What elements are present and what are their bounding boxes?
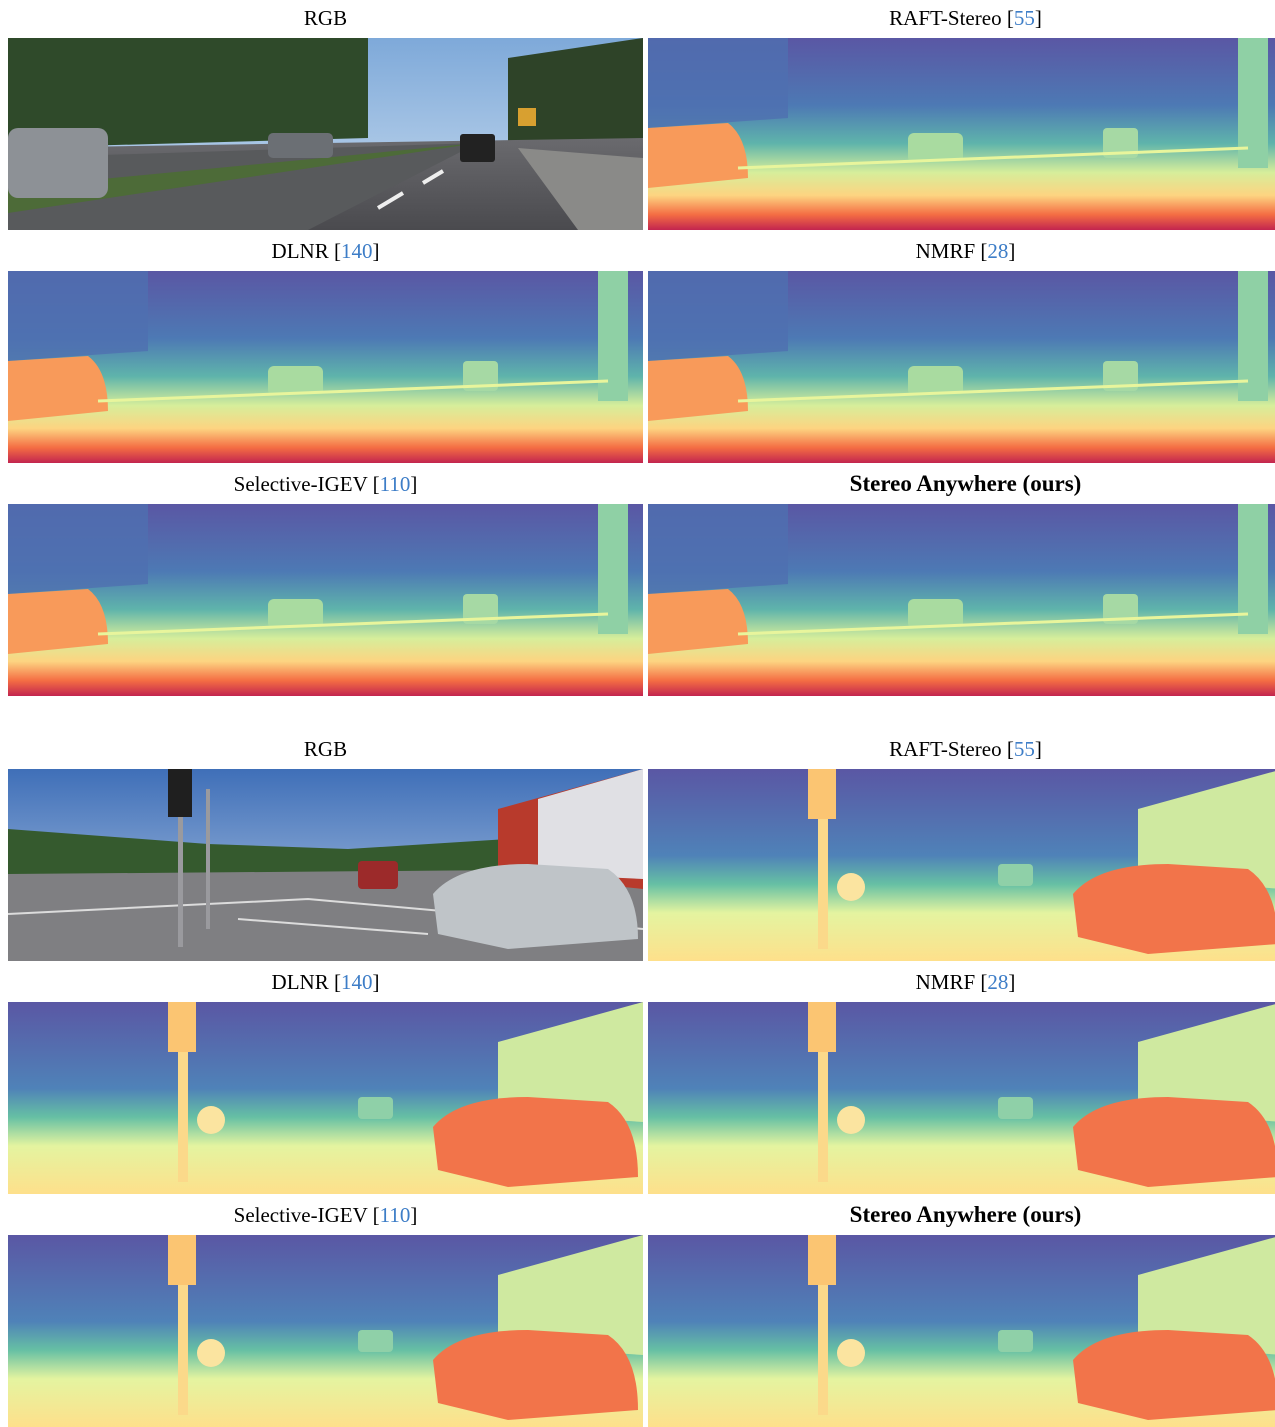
- disparity-map: [648, 1235, 1275, 1427]
- disparity-map: [648, 38, 1275, 230]
- panel-caption: RAFT-Stereo [55]: [889, 737, 1042, 761]
- disparity-map: [648, 271, 1275, 463]
- panel-caption: NMRF [28]: [915, 970, 1016, 994]
- panel-caption: RGB: [303, 737, 348, 761]
- panel-caption: RAFT-Stereo [55]: [889, 6, 1042, 30]
- rgb-photo: [8, 38, 643, 230]
- disparity-map: [8, 271, 643, 463]
- panel-caption: DLNR [140]: [271, 239, 380, 263]
- disparity-map: [648, 1002, 1275, 1194]
- panel-caption: Stereo Anywhere (ours): [849, 471, 1082, 496]
- disparity-map: [8, 504, 643, 696]
- panel-caption: Selective-IGEV [110]: [233, 472, 418, 496]
- disparity-map: [648, 769, 1275, 961]
- rgb-photo: [8, 769, 643, 961]
- panel-caption: NMRF [28]: [915, 239, 1016, 263]
- disparity-map: [648, 504, 1275, 696]
- disparity-map: [8, 1235, 643, 1427]
- disparity-map: [8, 1002, 643, 1194]
- panel-caption: DLNR [140]: [271, 970, 380, 994]
- panel-caption: Stereo Anywhere (ours): [849, 1202, 1082, 1227]
- panel-caption: Selective-IGEV [110]: [233, 1203, 418, 1227]
- panel-caption: RGB: [303, 6, 348, 30]
